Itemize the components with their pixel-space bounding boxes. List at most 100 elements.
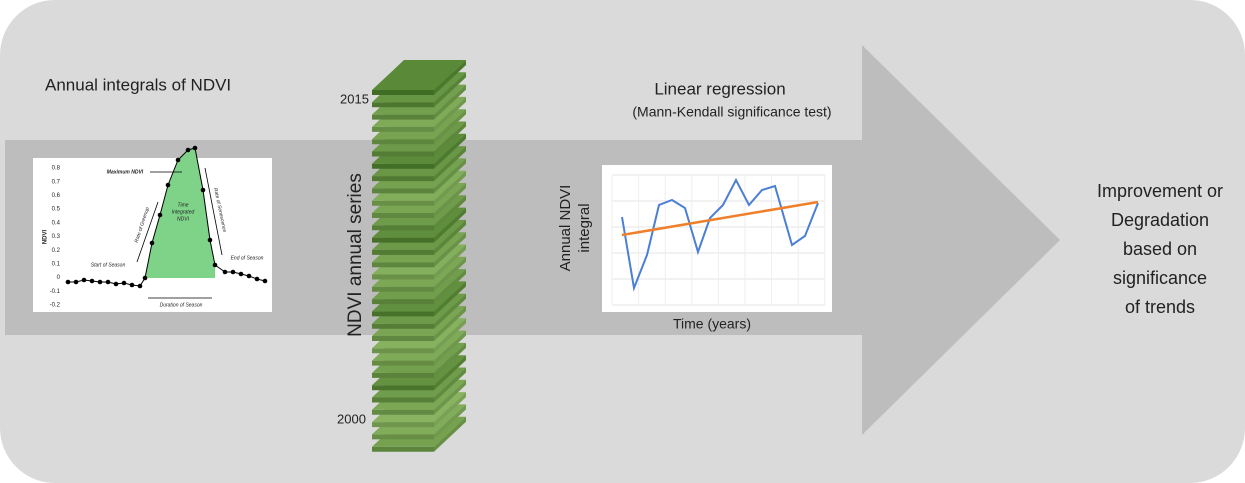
stack-top-label: 2015: [340, 91, 369, 106]
inset-dot: [238, 271, 244, 277]
stack-layer-edge: [434, 379, 466, 415]
inset-dot: [73, 279, 79, 285]
stack-layer-side: [372, 114, 434, 120]
outcome-line: significance: [1113, 268, 1207, 288]
stack-layer-side: [372, 422, 434, 428]
stack-layer-edge: [434, 121, 466, 157]
stack-layer-side: [372, 90, 434, 95]
inset-dot: [149, 240, 155, 246]
stack-axis-label: NDVI annual series: [345, 173, 366, 337]
stack-layer-side: [372, 213, 434, 218]
inset-dot: [192, 145, 198, 151]
stack-layer: [372, 60, 466, 90]
stack-layer-side: [372, 237, 434, 243]
stack-layer-edge: [434, 367, 466, 403]
inset-dot: [175, 157, 181, 163]
regression-title: Linear regression: [654, 79, 785, 98]
maximum-label: Maximum NDVI: [107, 169, 144, 175]
stack-layer-side: [372, 446, 434, 452]
stack-layer-edge: [434, 72, 466, 108]
stack-layer-side: [372, 102, 434, 108]
stack-layer-side: [372, 385, 434, 391]
stack-layer-edge: [434, 342, 466, 378]
start-label: Start of Season: [91, 262, 126, 268]
ndvi-inset: NDVI Maximum NDVI Rate of Greenup Rate o…: [33, 145, 272, 312]
inset-tick-label: -0.1: [50, 289, 61, 295]
inset-dot: [129, 282, 135, 288]
inset-tick-label: -0.2: [50, 303, 61, 309]
stack-layer-side: [372, 323, 434, 329]
integrated-label: Integrated: [172, 209, 195, 215]
inset-tick-label: 0.7: [52, 179, 61, 185]
inset-dot: [89, 278, 95, 284]
regression-x-label: Time (years): [673, 316, 751, 332]
stack-layer-edge: [434, 60, 466, 95]
inset-dot: [97, 279, 103, 285]
outcome-line: Degradation: [1111, 210, 1209, 230]
stack-layer-edge: [434, 109, 466, 145]
inset-tick-label: 0.6: [52, 193, 61, 199]
stack-layer-edge: [434, 183, 466, 218]
stack-layer-side: [372, 299, 434, 305]
stack-layer-side: [372, 188, 434, 194]
inset-dot: [65, 279, 71, 285]
inset-tick-label: 0.4: [52, 220, 61, 226]
stack-layer-side: [372, 249, 434, 255]
regression-y-label: Annual NDVI: [557, 185, 574, 272]
inset-dot: [165, 182, 171, 188]
inset-dot: [157, 212, 163, 218]
integrated-label: NDVI: [177, 216, 190, 222]
stack-layer-edge: [434, 158, 466, 194]
stack-layer-edge: [434, 404, 466, 440]
inset-dot: [212, 262, 218, 268]
regression-subtitle: (Mann-Kendall significance test): [632, 104, 831, 120]
inset-dot: [262, 278, 268, 284]
stack-layer-side: [372, 409, 434, 415]
stack-layer-edge: [434, 232, 466, 268]
stack-layer-edge: [434, 219, 466, 255]
inset-dot: [207, 237, 213, 243]
inset-y-label: NDVI: [43, 230, 49, 245]
stack-layer-edge: [434, 195, 466, 231]
inset-dot: [254, 276, 260, 282]
stack-layer-edge: [434, 207, 466, 243]
outcome-line: based on: [1123, 239, 1197, 259]
stack-layer-edge: [434, 416, 466, 452]
stack-layer-side: [372, 286, 434, 292]
stack-layer-side: [372, 372, 434, 378]
outcome-line: Improvement or: [1097, 181, 1223, 201]
inset-tick-label: 0: [57, 275, 61, 281]
inset-dot: [185, 147, 191, 153]
end-label: End of Season: [231, 255, 264, 261]
stack-layer-side: [372, 360, 434, 366]
stack-layer-side: [372, 200, 434, 206]
inset-dot: [81, 277, 87, 283]
stack-layer-side: [372, 397, 434, 403]
trend-line: [621, 200, 819, 237]
outcome: Improvement or Degradation based on signifi…: [1097, 181, 1223, 317]
stack-layer-side: [372, 434, 434, 440]
inset-frame: [33, 158, 272, 312]
stack-layer-edge: [434, 293, 466, 329]
regression-y-label: integral: [576, 203, 593, 252]
stack-layer-side: [372, 262, 434, 268]
stack-layer-side: [372, 225, 434, 231]
stack-layer-edge: [434, 330, 466, 366]
inset-dot: [230, 269, 236, 275]
stack-layer-edge: [434, 170, 466, 206]
ndvi-stack: [372, 60, 466, 452]
inset-tick-label: 0.2: [52, 248, 61, 254]
inset-dot: [105, 279, 111, 285]
stack-layer-side: [372, 126, 434, 132]
inset-dot: [200, 187, 206, 193]
stack-layer-side: [372, 348, 434, 354]
stack-layer-edge: [434, 84, 466, 120]
senescence-line: [204, 167, 223, 256]
stack-layer-side: [372, 274, 434, 280]
inset-tick-label: 0.3: [52, 234, 61, 240]
stack-layer-edge: [434, 355, 466, 391]
stack-layer-edge: [434, 96, 466, 132]
inset-tick-label: 0.1: [52, 261, 61, 267]
stack-layer-side: [372, 151, 434, 157]
stack-layer-side: [372, 163, 434, 169]
